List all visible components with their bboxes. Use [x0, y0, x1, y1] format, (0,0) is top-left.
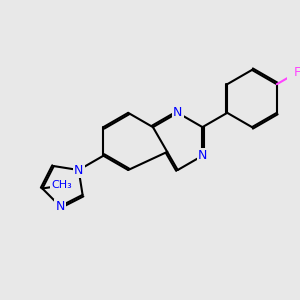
Text: N: N — [56, 200, 65, 213]
Text: CH₃: CH₃ — [51, 181, 72, 190]
Text: N: N — [173, 106, 182, 119]
Text: N: N — [198, 149, 207, 162]
Text: N: N — [74, 164, 83, 176]
Text: F: F — [294, 66, 300, 79]
